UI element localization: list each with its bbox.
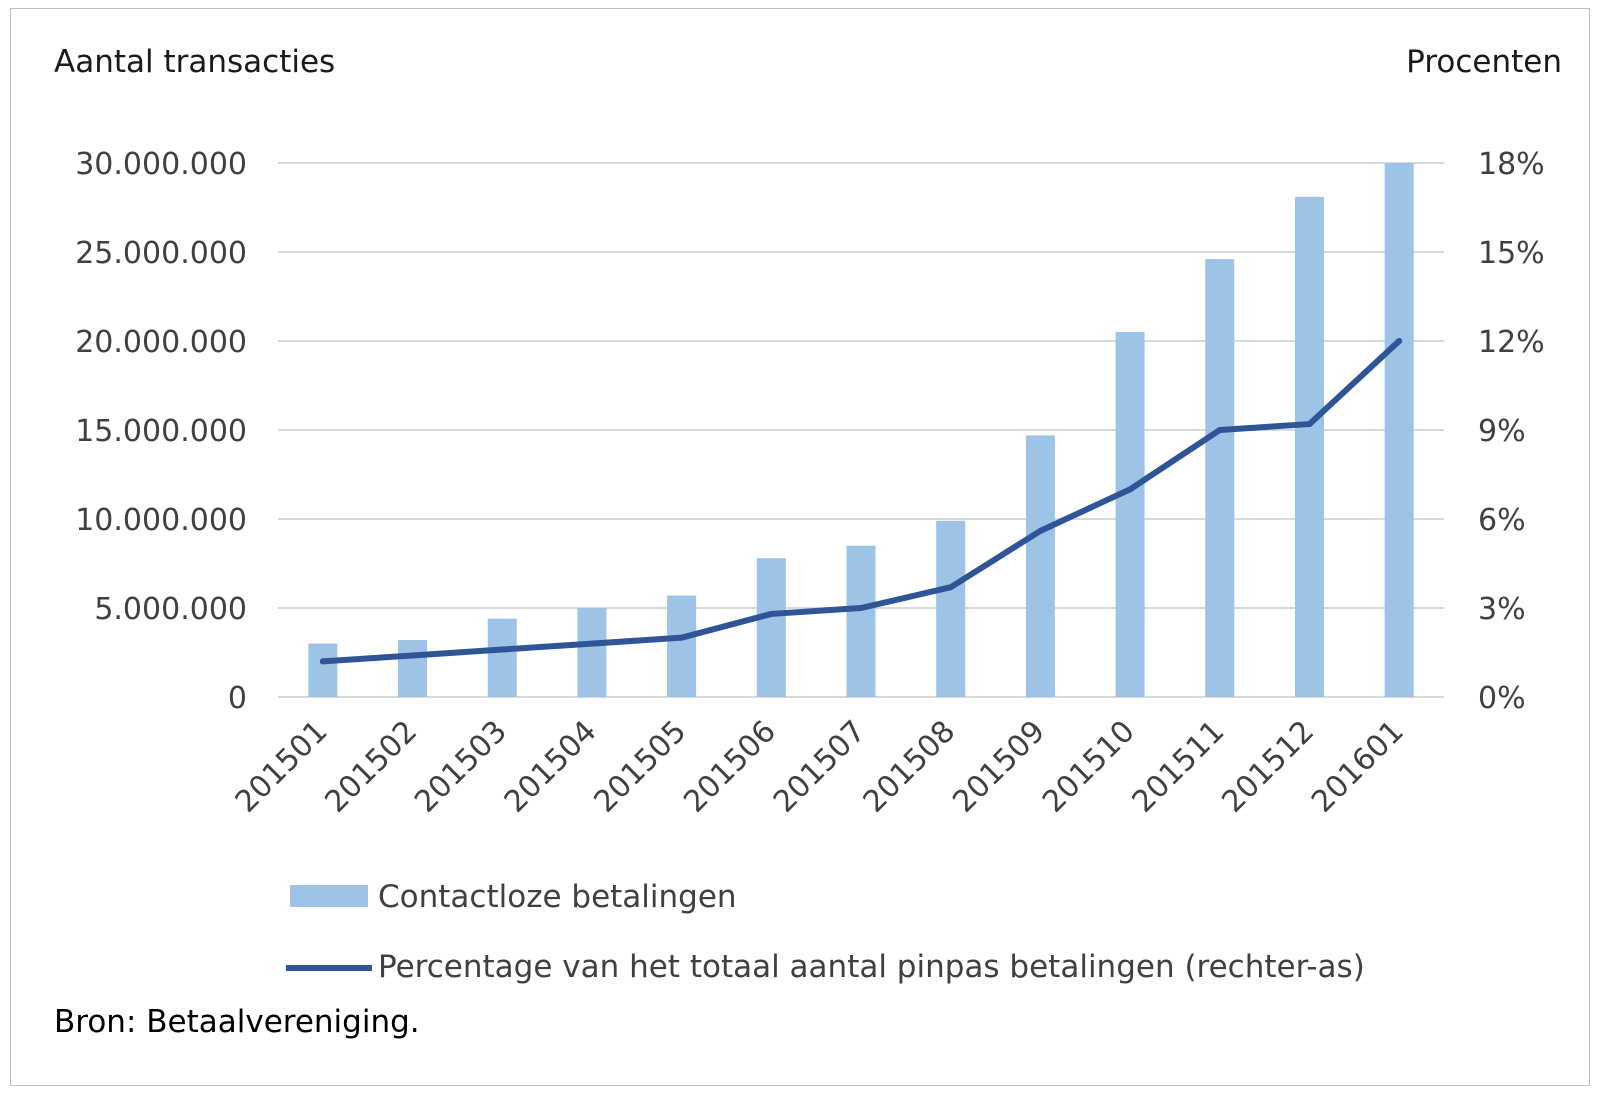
bar-201510	[1115, 332, 1145, 697]
bar-201501	[308, 643, 338, 697]
left-tick-label: 20.000.000	[75, 325, 247, 360]
bar-201503	[487, 618, 517, 697]
right-axis-ticks: 0% 3% 6% 9% 12% 15% 18%	[1478, 147, 1545, 716]
right-axis-title: Procenten	[1406, 44, 1562, 80]
left-axis-title: Aantal transacties	[54, 44, 335, 80]
line-point-201504	[588, 640, 595, 647]
x-tick-label: 201502	[318, 714, 424, 820]
line-point-201512	[1306, 421, 1313, 428]
legend-line-label: Percentage van het totaal aantal pinpas …	[378, 949, 1365, 985]
line-point-201509	[1037, 527, 1044, 534]
x-tick-label: 201506	[677, 714, 783, 820]
x-tick-label: 201504	[498, 714, 604, 820]
bar-201512	[1294, 196, 1324, 697]
right-tick-label: 6%	[1478, 503, 1526, 538]
line-point-201510	[1127, 486, 1134, 493]
left-tick-label: 5.000.000	[94, 592, 247, 627]
bar-201508	[936, 520, 966, 697]
x-tick-label: 201503	[408, 714, 514, 820]
bar-201509	[1025, 435, 1055, 697]
x-tick-label: 201509	[946, 714, 1052, 820]
line-point-201508	[947, 584, 954, 591]
x-tick-label: 201601	[1305, 714, 1411, 820]
line-point-201507	[858, 605, 864, 611]
left-tick-label: 0	[228, 681, 247, 716]
right-tick-label: 9%	[1478, 414, 1526, 449]
left-axis-ticks: 0 5.000.000 10.000.000 15.000.000 20.000.000…	[75, 147, 247, 716]
left-tick-label: 25.000.000	[75, 236, 247, 271]
legend-bar-label: Contactloze betalingen	[378, 879, 737, 915]
legend: Contactloze betalingen Percentage van he…	[286, 879, 1365, 985]
line-series	[319, 338, 1403, 665]
legend-bar-swatch	[290, 885, 368, 907]
line-point-201601	[1396, 338, 1403, 344]
left-tick-label: 30.000.000	[75, 147, 247, 182]
x-axis-ticks: 2015012015022015032015042015052015062015…	[229, 714, 1411, 820]
bar-201507	[846, 545, 876, 697]
x-tick-label: 201501	[229, 714, 335, 820]
bar-201511	[1205, 259, 1235, 697]
bar-201601	[1384, 163, 1414, 697]
right-tick-label: 15%	[1478, 236, 1545, 271]
line-point-201505	[678, 634, 685, 641]
left-tick-label: 15.000.000	[75, 414, 247, 449]
left-tick-label: 10.000.000	[75, 503, 247, 538]
bar-201506	[756, 558, 786, 697]
right-tick-label: 18%	[1478, 147, 1545, 182]
right-tick-label: 0%	[1478, 681, 1526, 716]
source-note: Bron: Betaalvereniging.	[54, 1004, 420, 1040]
line-point-201502	[409, 652, 416, 659]
x-tick-label: 201508	[857, 714, 963, 820]
bar-201504	[577, 608, 607, 697]
line-point-201501	[319, 658, 326, 665]
right-tick-label: 12%	[1478, 325, 1545, 360]
x-tick-label: 201512	[1215, 714, 1321, 820]
line-point-201503	[499, 646, 506, 653]
bar-201502	[398, 640, 428, 697]
x-tick-label: 201505	[588, 714, 694, 820]
x-tick-label: 201507	[767, 714, 873, 820]
chart-frame	[10, 8, 1590, 1086]
x-tick-label: 201510	[1036, 714, 1142, 820]
line-point-201506	[768, 610, 775, 617]
bar-series	[308, 163, 1414, 697]
line-point-201511	[1216, 427, 1223, 433]
bar-201505	[667, 595, 697, 697]
x-tick-label: 201511	[1126, 714, 1232, 820]
right-tick-label: 3%	[1478, 592, 1526, 627]
gridlines	[278, 162, 1444, 698]
